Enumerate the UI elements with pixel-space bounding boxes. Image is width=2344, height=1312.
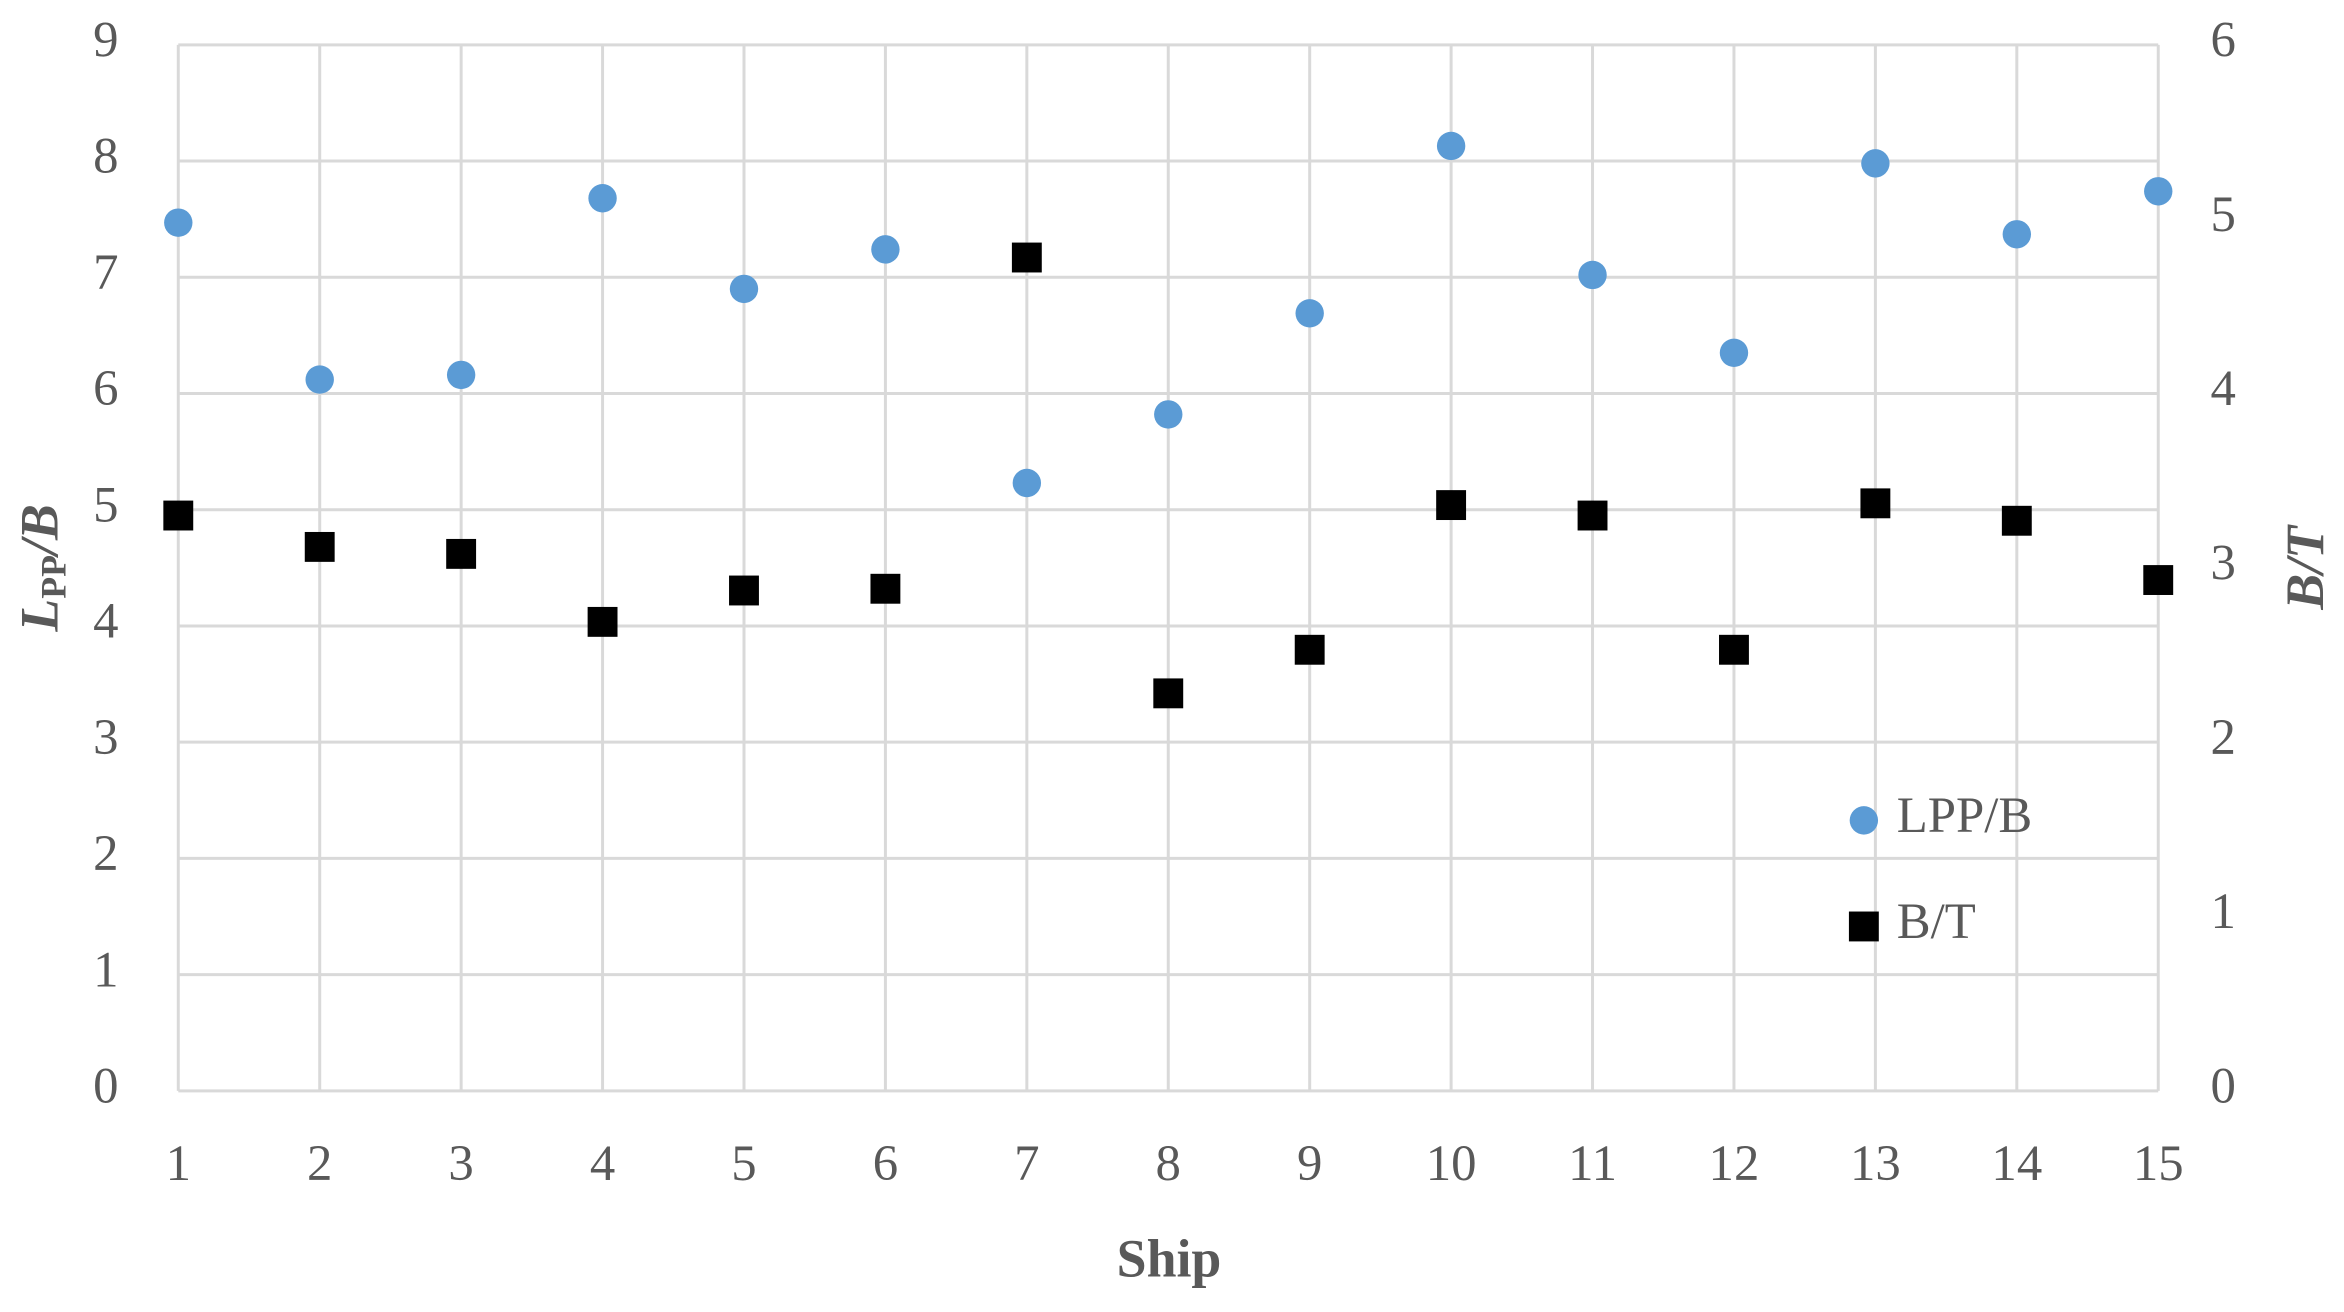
point <box>1719 634 1749 665</box>
y-tick-label: 5 <box>93 476 118 532</box>
x-tick-label: 5 <box>731 1135 756 1191</box>
y2-tick-label: 3 <box>2211 534 2236 590</box>
x-tick-label: 11 <box>1568 1135 1617 1191</box>
y2-tick-label: 2 <box>2211 709 2236 765</box>
y2-tick-label: 0 <box>2211 1057 2236 1113</box>
point <box>1578 260 1607 290</box>
y-tick-label: 8 <box>93 128 118 184</box>
x-tick-label: 13 <box>1850 1135 1901 1191</box>
x-tick-label: 8 <box>1156 1135 1181 1191</box>
x-tick-label: 3 <box>448 1135 473 1191</box>
point <box>2144 177 2173 206</box>
point <box>2002 220 2032 249</box>
y-tick-label: 7 <box>93 244 118 300</box>
point <box>1011 242 1042 273</box>
point <box>1295 299 1324 328</box>
point <box>871 235 900 264</box>
y2-tick-label: 1 <box>2211 883 2236 939</box>
point <box>2143 565 2174 595</box>
point <box>304 531 335 562</box>
x-tick-label: 10 <box>1426 1135 1477 1191</box>
y-tick-label: 6 <box>93 360 118 416</box>
point <box>1012 468 1042 498</box>
x-tick-label: 9 <box>1297 1135 1322 1191</box>
point <box>588 184 617 213</box>
point <box>446 538 477 569</box>
point <box>1861 149 1890 178</box>
point <box>1436 131 1466 161</box>
y-axis-title-rest: /B <box>10 504 70 559</box>
y-tick-label: 2 <box>93 825 118 881</box>
legend-marker <box>1849 806 1879 835</box>
point <box>1436 490 1467 521</box>
x-tick-label: 6 <box>873 1135 898 1191</box>
y-tick-label: 3 <box>93 709 118 765</box>
point <box>1294 634 1325 665</box>
point <box>1719 338 1749 368</box>
point <box>1153 678 1184 709</box>
x-tick-label: 7 <box>1014 1135 1039 1191</box>
y2-tick-label: 4 <box>2211 360 2236 416</box>
x-tick-label: 1 <box>166 1135 191 1191</box>
legend-marker <box>1848 911 1879 942</box>
y-tick-label: 4 <box>93 593 118 649</box>
y-tick-label: 1 <box>93 941 118 997</box>
x-tick-label: 15 <box>2133 1135 2184 1191</box>
point <box>446 360 476 390</box>
legend-label: B/T <box>1897 893 1976 949</box>
point <box>729 274 759 304</box>
y-axis-title-sub: PP <box>33 555 73 599</box>
point <box>163 500 194 531</box>
point <box>587 606 618 637</box>
y-tick-label: 0 <box>93 1057 118 1113</box>
point <box>164 208 193 237</box>
x-tick-label: 4 <box>590 1135 615 1191</box>
point <box>305 365 334 394</box>
y-tick-label: 9 <box>93 11 118 67</box>
point <box>1154 400 1183 429</box>
legend-label: LPP/B <box>1897 787 2033 843</box>
point <box>1860 488 1891 519</box>
y2-axis-title: B/T <box>2275 524 2335 611</box>
x-tick-label: 14 <box>1991 1135 2042 1191</box>
x-tick-label: 12 <box>1709 1135 1760 1191</box>
point <box>2001 505 2032 536</box>
y2-tick-label: 5 <box>2211 186 2236 242</box>
x-tick-label: 2 <box>307 1135 332 1191</box>
y-axis-title-main: L <box>10 599 70 633</box>
y-axis-title: LPP/B <box>10 504 74 633</box>
y2-tick-label: 6 <box>2211 11 2236 67</box>
point <box>729 575 759 606</box>
point <box>870 573 901 604</box>
point <box>1577 500 1608 531</box>
x-axis-title: Ship <box>1117 1229 1222 1289</box>
